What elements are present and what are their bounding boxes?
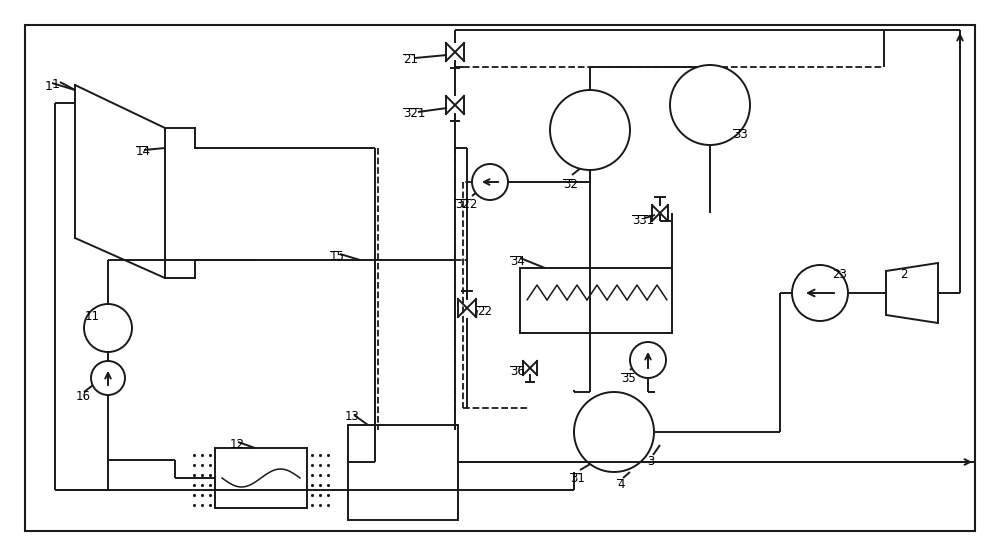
- Bar: [462, 48, 884, 406]
- Text: 1: 1: [52, 78, 60, 91]
- Circle shape: [670, 65, 750, 145]
- Text: 23: 23: [832, 268, 847, 281]
- Circle shape: [574, 392, 654, 472]
- Bar: [215, 448, 307, 508]
- Text: 34: 34: [510, 255, 525, 268]
- Text: 331: 331: [632, 214, 654, 227]
- Polygon shape: [886, 263, 938, 323]
- Bar: [520, 268, 672, 333]
- Text: 14: 14: [136, 145, 151, 158]
- Bar: [348, 425, 458, 520]
- Circle shape: [792, 265, 848, 321]
- Text: 33: 33: [733, 128, 748, 141]
- Text: 321: 321: [403, 107, 425, 120]
- Text: 21: 21: [403, 53, 418, 66]
- Text: 2: 2: [900, 268, 907, 281]
- Circle shape: [630, 342, 666, 378]
- Text: 11: 11: [85, 310, 100, 323]
- Text: 1: 1: [45, 80, 53, 93]
- Text: 13: 13: [345, 410, 360, 423]
- Text: 31: 31: [570, 472, 585, 485]
- Circle shape: [550, 90, 630, 170]
- Text: 322: 322: [455, 198, 477, 211]
- Text: 15: 15: [330, 250, 345, 263]
- Text: 4: 4: [617, 478, 624, 491]
- Text: 35: 35: [621, 372, 636, 385]
- Text: 22: 22: [477, 305, 492, 318]
- Circle shape: [472, 164, 508, 200]
- Text: 12: 12: [230, 438, 245, 451]
- Circle shape: [84, 304, 132, 352]
- Text: 16: 16: [76, 390, 91, 403]
- Text: 32: 32: [563, 178, 578, 191]
- Circle shape: [91, 361, 125, 395]
- Text: 36: 36: [510, 365, 525, 378]
- Text: 3: 3: [647, 455, 654, 468]
